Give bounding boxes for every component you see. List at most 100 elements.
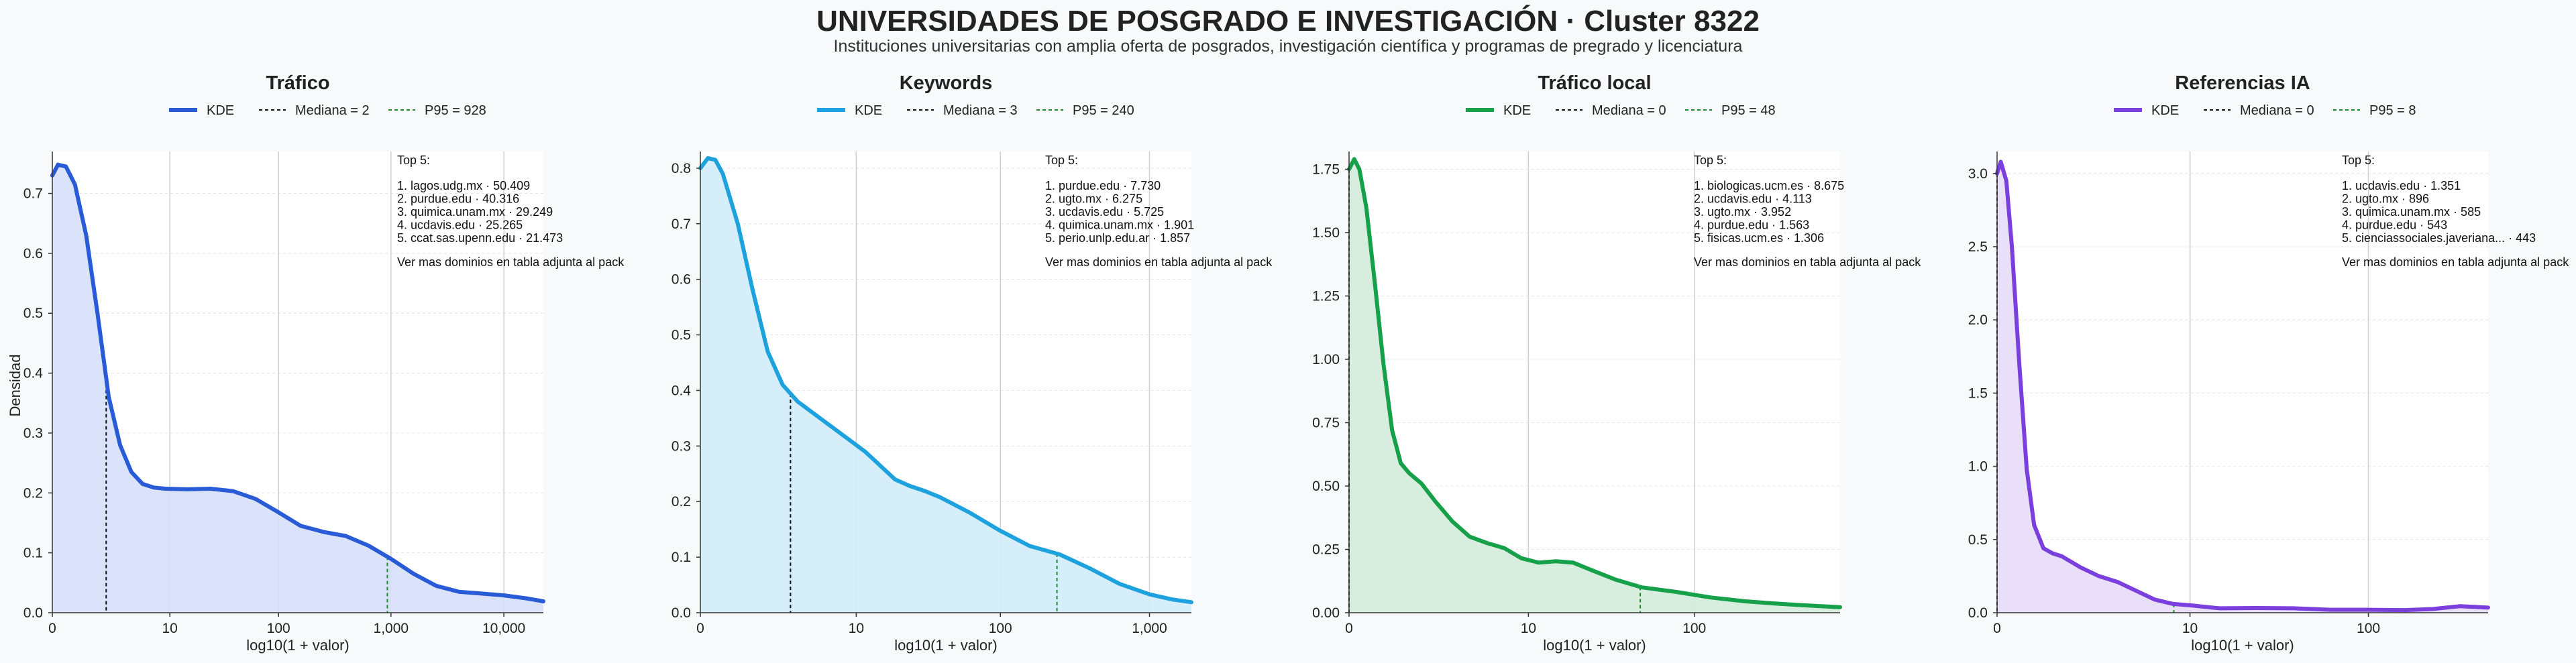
chart-panel-0: 0.0 0.1 0.2 0.3 0.4 0.5 0.6 0.7 0 10 100 1,000 10,00… [7,72,625,654]
kde-line [1995,160,2490,613]
x-tick-label: 0 [1993,621,2001,636]
y-tick-label: 0.75 [1312,415,1340,430]
figure-title: UNIVERSIDADES DE POSGRADO E INVESTIGACIÓ… [816,4,1760,38]
top5-item: 1. lagos.udg.mx · 50.409 [397,179,530,192]
top5-note: Ver mas dominios en tabla adjunta al pac… [1694,255,1921,269]
top5-item: 1. purdue.edu · 7.730 [1045,179,1161,192]
x-axis-label: log10(1 + valor) [894,637,997,654]
y-tick-label: 1.5 [1968,385,1988,401]
kde-line [698,156,1193,605]
top5-item: 2. ugto.mx · 896 [2342,192,2429,206]
top5-item: 1. ucdavis.edu · 1.351 [2342,179,2461,192]
y-tick-label: 0.50 [1312,479,1340,494]
panel-title: Keywords [900,72,993,94]
top5-heading: Top 5: [1045,154,1078,167]
kde-line [50,162,545,603]
top5-note: Ver mas dominios en tabla adjunta al pac… [1045,255,1273,269]
x-tick-label: 1,000 [374,621,409,636]
legend-label-p95: P95 = 8 [2369,103,2416,118]
legend: KDE Mediana = 3 P95 = 240 [817,103,1134,118]
y-tick-label: 0.0 [672,605,691,621]
x-tick-label: 0 [1345,621,1353,636]
y-tick-label: 0.8 [672,161,691,176]
legend-label-p95: P95 = 240 [1073,103,1134,118]
y-tick-label: 1.25 [1312,288,1340,304]
y-tick-label: 0.5 [23,306,43,321]
legend-label-median: Mediana = 2 [295,103,370,118]
top5-item: 4. purdue.edu · 1.563 [1694,219,1809,232]
y-tick-label: 0.2 [672,494,691,509]
chart-panel-2: 0.00 0.25 0.50 0.75 1.00 1.25 1.50 1.75 0 10 100 lo… [1312,72,1921,654]
legend-label-median: Mediana = 0 [2240,103,2314,118]
x-tick-label: 100 [989,621,1012,636]
top5-heading: Top 5: [397,154,430,167]
y-tick-label: 0.1 [23,546,43,561]
y-tick-label: 0.7 [672,217,691,232]
y-tick-label: 0.25 [1312,542,1340,557]
y-tick-label: 0.6 [23,246,43,261]
top5-item: 5. cienciassociales.javeriana... · 443 [2342,231,2536,245]
legend: KDE Mediana = 2 P95 = 928 [169,103,486,118]
chart-panel-1: 0.0 0.1 0.2 0.3 0.4 0.5 0.6 0.7 0.8 0 10 100 1,000 lo… [672,72,1273,654]
top5-item: 2. purdue.edu · 40.316 [397,192,519,206]
chart-panel-3: 0.0 0.5 1.0 1.5 2.0 2.5 3.0 0 10 100 log10(1 + val… [1968,72,2569,654]
y-tick-label: 0.3 [23,426,43,441]
x-tick-label: 10,000 [482,621,525,636]
kde-area [1997,162,2488,613]
x-axis-label: log10(1 + valor) [246,637,349,654]
x-tick-label: 10 [2182,621,2198,636]
panel-title: Referencias IA [2175,72,2310,94]
y-tick-label: 0.2 [23,485,43,501]
top5-heading: Top 5: [2342,154,2375,167]
plot-area [1997,152,2488,613]
x-axis-label: log10(1 + valor) [2191,637,2294,654]
top5-item: 4. quimica.unam.mx · 1.901 [1045,219,1194,232]
x-tick-label: 10 [162,621,177,636]
top5-note: Ver mas dominios en tabla adjunta al pac… [397,255,625,269]
top5-item: 3. quimica.unam.mx · 585 [2342,205,2481,219]
kde-area [52,164,543,613]
x-tick-label: 10 [1521,621,1536,636]
y-tick-label: 0.4 [672,383,692,398]
kde-area [1349,159,1840,613]
top5-item: 2. ucdavis.edu · 4.113 [1694,192,1812,206]
legend-label-kde: KDE [2151,103,2179,118]
x-tick-label: 100 [1682,621,1706,636]
y-axis-label: Densidad [7,355,23,417]
kde-line [1347,157,1842,609]
top5-item: 4. purdue.edu · 543 [2342,219,2447,232]
top5-item: 5. fisicas.ucm.es · 1.306 [1694,231,1824,245]
y-tick-label: 0.4 [23,366,44,381]
y-tick-label: 1.00 [1312,352,1340,367]
top5-item: 3. ugto.mx · 3.952 [1694,205,1791,219]
legend-label-median: Mediana = 0 [1592,103,1666,118]
y-tick-label: 2.5 [1968,239,1988,255]
legend-label-p95: P95 = 48 [1721,103,1776,118]
legend-label-kde: KDE [1503,103,1531,118]
top5-item: 4. ucdavis.edu · 25.265 [397,219,523,232]
x-axis-label: log10(1 + valor) [1543,637,1646,654]
y-tick-label: 1.75 [1312,162,1340,177]
panel-title: Tráfico local [1538,72,1651,94]
y-tick-label: 3.0 [1968,166,1988,182]
y-tick-label: 0.7 [23,186,43,202]
top5-heading: Top 5: [1694,154,1727,167]
top5-item: 5. perio.unlp.edu.ar · 1.857 [1045,231,1190,245]
y-tick-label: 0.6 [672,272,691,288]
top5-item: 3. ucdavis.edu · 5.725 [1045,205,1164,219]
y-tick-label: 0.5 [672,328,691,343]
y-tick-label: 0.0 [23,605,43,621]
top5-item: 3. quimica.unam.mx · 29.249 [397,205,553,219]
legend-label-kde: KDE [207,103,234,118]
top5-item: 1. biologicas.ucm.es · 8.675 [1694,179,1844,192]
legend: KDE Mediana = 0 P95 = 8 [2114,103,2416,118]
x-tick-label: 100 [267,621,290,636]
x-tick-label: 0 [48,621,56,636]
x-tick-label: 10 [849,621,864,636]
y-tick-label: 0.3 [672,438,691,454]
